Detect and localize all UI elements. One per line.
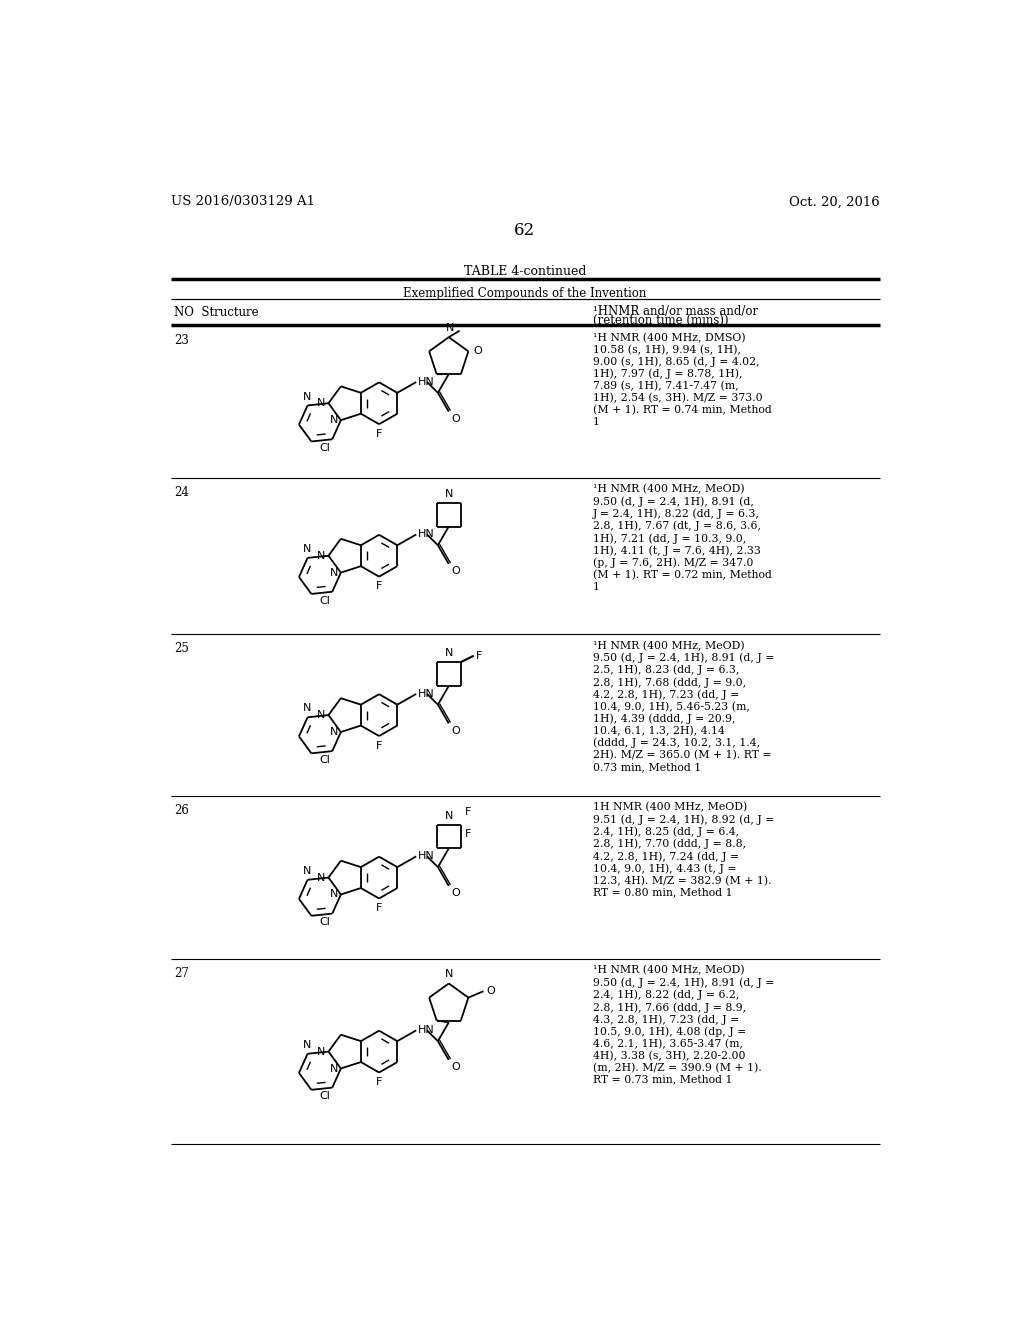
Text: O: O: [452, 726, 460, 735]
Text: N: N: [303, 544, 311, 554]
Text: N: N: [444, 810, 453, 821]
Text: O: O: [485, 986, 495, 997]
Text: N: N: [446, 323, 455, 334]
Text: HN: HN: [418, 689, 434, 698]
Text: Oct. 20, 2016: Oct. 20, 2016: [790, 195, 880, 209]
Text: 24: 24: [174, 486, 189, 499]
Text: N: N: [330, 416, 338, 425]
Text: TABLE 4-continued: TABLE 4-continued: [464, 264, 586, 277]
Text: HN: HN: [418, 378, 434, 387]
Text: Cl: Cl: [319, 755, 330, 766]
Text: HN: HN: [418, 529, 434, 540]
Text: 27: 27: [174, 966, 189, 979]
Text: N: N: [303, 392, 311, 401]
Text: N: N: [444, 969, 453, 979]
Text: Cl: Cl: [319, 917, 330, 928]
Text: HN: HN: [418, 1026, 434, 1035]
Text: 1H NMR (400 MHz, MeOD)
9.51 (d, J = 2.4, 1H), 8.92 (d, J =
2.4, 1H), 8.25 (dd, J: 1H NMR (400 MHz, MeOD) 9.51 (d, J = 2.4,…: [593, 803, 774, 898]
Text: O: O: [452, 1063, 460, 1072]
Text: F: F: [376, 741, 382, 751]
Text: ¹HNMR and/or mass and/or: ¹HNMR and/or mass and/or: [593, 305, 758, 318]
Text: 25: 25: [174, 642, 189, 655]
Text: O: O: [452, 414, 460, 424]
Text: US 2016/0303129 A1: US 2016/0303129 A1: [171, 195, 314, 209]
Text: F: F: [376, 429, 382, 438]
Text: N: N: [330, 890, 338, 899]
Text: Cl: Cl: [319, 1092, 330, 1101]
Text: F: F: [376, 581, 382, 591]
Text: F: F: [376, 1077, 382, 1088]
Text: N: N: [317, 399, 326, 408]
Text: N: N: [317, 873, 326, 883]
Text: ¹H NMR (400 MHz, MeOD)
9.50 (d, J = 2.4, 1H), 8.91 (d, J =
2.5, 1H), 8.23 (dd, J: ¹H NMR (400 MHz, MeOD) 9.50 (d, J = 2.4,…: [593, 640, 774, 772]
Text: Cl: Cl: [319, 595, 330, 606]
Text: F: F: [476, 651, 482, 661]
Text: N: N: [303, 1040, 311, 1049]
Text: O: O: [452, 566, 460, 577]
Text: 62: 62: [514, 222, 536, 239]
Text: O: O: [473, 346, 481, 356]
Text: 23: 23: [174, 334, 189, 347]
Text: N: N: [444, 648, 453, 659]
Text: F: F: [465, 807, 471, 817]
Text: N: N: [317, 1047, 326, 1056]
Text: N: N: [330, 568, 338, 578]
Text: HN: HN: [418, 851, 434, 862]
Text: 26: 26: [174, 804, 189, 817]
Text: N: N: [330, 727, 338, 737]
Text: F: F: [465, 829, 471, 838]
Text: N: N: [317, 710, 326, 721]
Text: NO  Structure: NO Structure: [174, 306, 259, 319]
Text: N: N: [444, 488, 453, 499]
Text: N: N: [303, 866, 311, 876]
Text: Exemplified Compounds of the Invention: Exemplified Compounds of the Invention: [403, 286, 646, 300]
Text: O: O: [452, 888, 460, 898]
Text: ¹H NMR (400 MHz, MeOD)
9.50 (d, J = 2.4, 1H), 8.91 (d, J =
2.4, 1H), 8.22 (dd, J: ¹H NMR (400 MHz, MeOD) 9.50 (d, J = 2.4,…: [593, 965, 774, 1085]
Text: F: F: [376, 903, 382, 913]
Text: N: N: [330, 1064, 338, 1073]
Text: N: N: [317, 550, 326, 561]
Text: Cl: Cl: [319, 444, 330, 453]
Text: (retention time (mins)): (retention time (mins)): [593, 314, 729, 327]
Text: N: N: [303, 704, 311, 713]
Text: ¹H NMR (400 MHz, MeOD)
9.50 (d, J = 2.4, 1H), 8.91 (d,
J = 2.4, 1H), 8.22 (dd, J: ¹H NMR (400 MHz, MeOD) 9.50 (d, J = 2.4,…: [593, 484, 772, 591]
Text: ¹H NMR (400 MHz, DMSO)
10.58 (s, 1H), 9.94 (s, 1H),
9.00 (s, 1H), 8.65 (d, J = 4: ¹H NMR (400 MHz, DMSO) 10.58 (s, 1H), 9.…: [593, 333, 772, 426]
